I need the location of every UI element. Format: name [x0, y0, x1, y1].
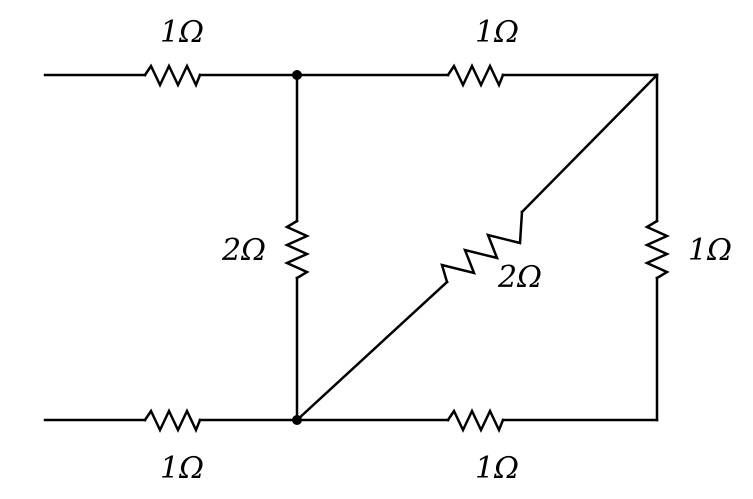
resistor-middle-vertical [283, 219, 311, 280]
label-resistor-right-vertical: 1Ω [688, 233, 732, 268]
junction-bottom-middle [292, 415, 302, 425]
resistor-top-right [446, 63, 505, 89]
resistor-bottom-right [446, 408, 505, 434]
label-resistor-bottom-left: 1Ω [160, 451, 204, 486]
wire-diagonal-upper [520, 73, 659, 214]
wire-diagonal-lower [295, 280, 449, 422]
resistor-bottom-left [143, 408, 202, 434]
label-resistor-bottom-right: 1Ω [475, 451, 519, 486]
label-resistor-top-right: 1Ω [475, 15, 519, 50]
label-resistor-diagonal: 2Ω [497, 260, 542, 295]
resistor-right-vertical [643, 219, 671, 280]
label-resistor-middle-vertical: 2Ω [221, 233, 266, 268]
resistor-top-left [143, 63, 202, 89]
label-resistor-top-left: 1Ω [160, 15, 204, 50]
resistor-diagonal [440, 210, 524, 284]
junction-top-middle [292, 70, 302, 80]
